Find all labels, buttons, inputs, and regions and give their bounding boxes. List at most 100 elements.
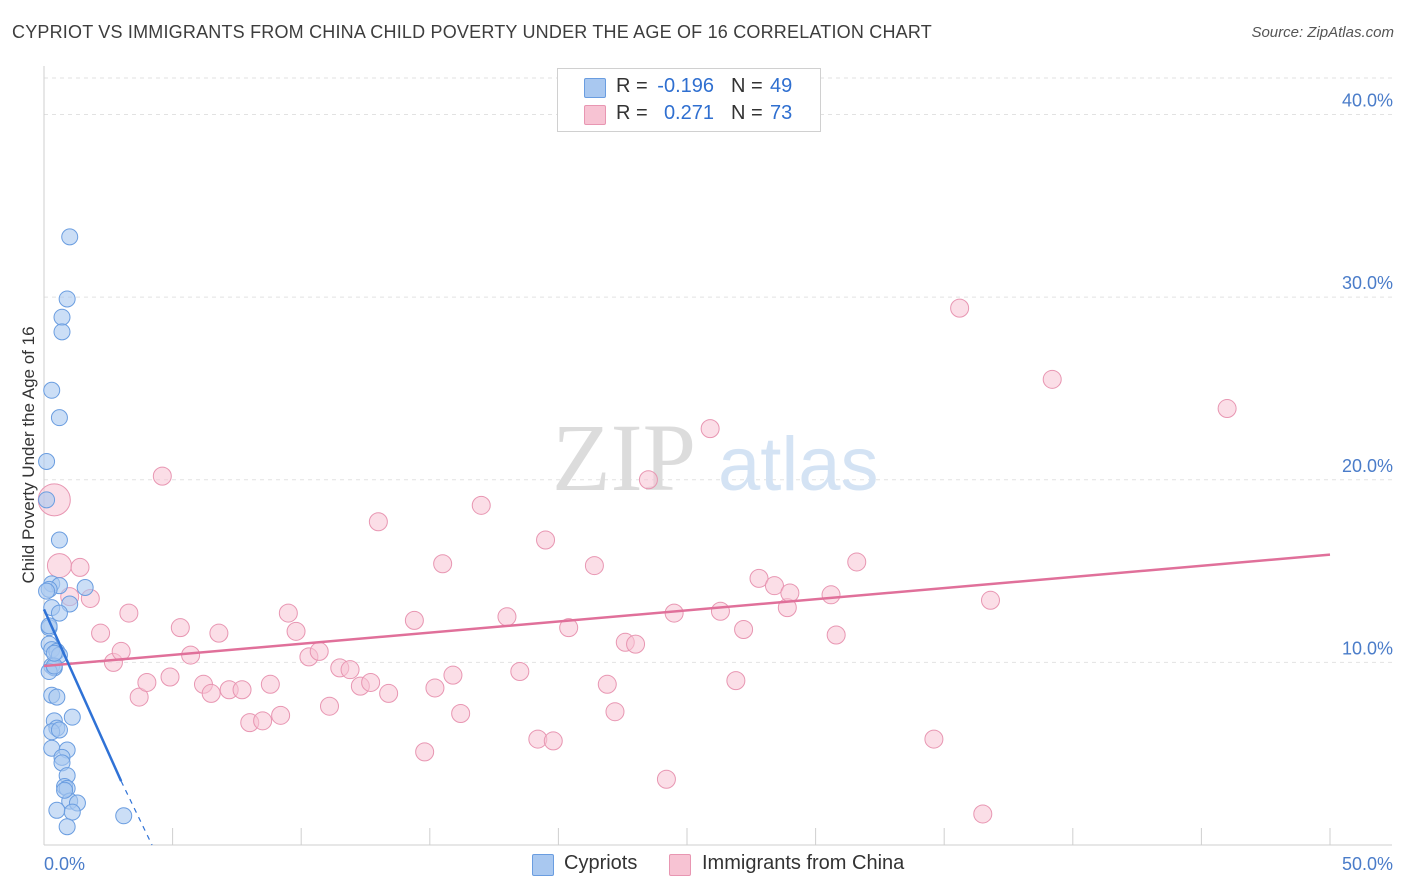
china-point xyxy=(847,552,867,572)
cypriot-point xyxy=(53,323,71,341)
china-point xyxy=(451,704,471,724)
cypriot-point xyxy=(58,818,76,836)
china-point xyxy=(425,678,445,698)
cypriot-point xyxy=(76,579,94,597)
y-tick-label: 30.0% xyxy=(1342,273,1393,293)
chart-title: CYPRIOT VS IMMIGRANTS FROM CHINA CHILD P… xyxy=(12,22,932,42)
n-label: N = xyxy=(731,75,763,97)
cypriot-point xyxy=(115,807,133,825)
r-label: R = xyxy=(616,75,648,97)
r-value: 0.271 xyxy=(663,102,714,124)
y-tick-label: 40.0% xyxy=(1342,91,1393,111)
cypriot-point xyxy=(50,531,68,549)
china-point xyxy=(319,696,339,716)
r-label: R = xyxy=(616,102,648,124)
china-point xyxy=(626,634,646,654)
china-point xyxy=(749,568,769,588)
china-point xyxy=(764,576,784,596)
cypriot-point xyxy=(38,582,56,600)
china-point xyxy=(497,607,517,627)
china-point xyxy=(443,665,463,685)
cypriot-point xyxy=(58,290,76,308)
china-point xyxy=(826,625,846,645)
cypriots-legend-swatch xyxy=(532,854,554,876)
trend-lines xyxy=(42,553,1331,846)
legend-row-china: R = 0.271 N = 73 xyxy=(558,100,820,128)
china-point xyxy=(152,466,172,486)
china-point xyxy=(368,512,388,532)
china-point xyxy=(980,590,1000,610)
cypriot-point xyxy=(43,381,61,399)
china-point xyxy=(309,641,329,661)
china-point xyxy=(170,618,190,638)
correlation-legend: R = -0.196 N = 49 R = 0.271 N = 73 xyxy=(557,68,821,132)
cypriots-legend-label: Cypriots xyxy=(564,852,638,874)
watermark-zip: ZIP xyxy=(552,404,696,511)
china-point xyxy=(597,674,617,694)
x-tick-label-min: 0.0% xyxy=(44,854,85,874)
cypriot-point xyxy=(38,491,56,509)
china-point xyxy=(605,702,625,722)
y-axis-label: Child Poverty Under the Age of 16 xyxy=(19,326,38,583)
china-point xyxy=(973,804,993,824)
china-point xyxy=(821,585,841,605)
china-point xyxy=(260,674,280,694)
cypriot-trend-line xyxy=(42,608,123,782)
china-point xyxy=(559,618,579,638)
china-point xyxy=(471,495,491,515)
china-point xyxy=(91,623,111,643)
china-point xyxy=(286,621,306,641)
china-point xyxy=(924,729,944,749)
cypriot-point xyxy=(38,453,56,470)
china-trend-line xyxy=(43,553,1331,668)
china-point xyxy=(710,601,730,621)
china-point xyxy=(700,419,720,439)
watermark-atlas: atlas xyxy=(718,422,879,507)
cypriot-point xyxy=(50,409,68,427)
china-point xyxy=(70,557,90,577)
china-point xyxy=(656,769,676,789)
china-legend-label: Immigrants from China xyxy=(702,852,905,874)
china-point xyxy=(1042,369,1062,389)
china-point xyxy=(1217,399,1237,419)
y-tick-label: 20.0% xyxy=(1342,456,1393,476)
cypriot-point xyxy=(63,803,81,821)
china-points xyxy=(37,298,1237,824)
china-swatch xyxy=(584,105,606,125)
cypriot-point xyxy=(45,644,63,662)
cypriot-point xyxy=(56,781,74,799)
r-value: -0.196 xyxy=(657,75,714,97)
china-point xyxy=(278,603,298,623)
china-point xyxy=(46,553,72,579)
china-point xyxy=(536,530,556,550)
china-legend-swatch xyxy=(669,854,691,876)
china-point xyxy=(584,556,604,576)
china-point xyxy=(415,742,435,762)
china-point xyxy=(129,687,149,707)
china-point xyxy=(780,583,800,603)
china-point xyxy=(950,298,970,318)
china-point xyxy=(361,672,381,692)
cypriot-point xyxy=(63,708,81,726)
china-point xyxy=(433,554,453,574)
china-point xyxy=(638,470,658,490)
china-point xyxy=(726,671,746,691)
china-point xyxy=(137,672,157,692)
n-value: 49 xyxy=(770,75,793,97)
china-point xyxy=(201,683,221,703)
grid-lines xyxy=(44,77,1392,663)
china-point xyxy=(543,731,563,751)
china-point xyxy=(734,620,754,640)
x-tick-label-max: 50.0% xyxy=(1342,854,1393,874)
china-point xyxy=(232,680,252,700)
cypriot-point xyxy=(61,228,79,246)
tick-labels: 10.0% 20.0% 30.0% 40.0% 0.0% 50.0% xyxy=(44,91,1393,874)
source-label: Source: ZipAtlas.com xyxy=(1251,24,1394,41)
legend-row-cypriots: R = -0.196 N = 49 xyxy=(558,73,820,101)
china-point xyxy=(510,662,530,682)
china-point xyxy=(209,623,229,643)
china-point xyxy=(340,660,360,680)
n-value: 73 xyxy=(770,102,793,124)
china-point xyxy=(160,667,180,687)
